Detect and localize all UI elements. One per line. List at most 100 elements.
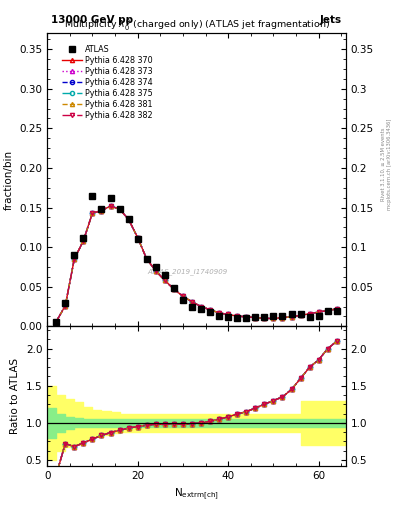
ATLAS [135, 236, 140, 242]
Pythia 6.428 374 [280, 314, 285, 321]
Pythia 6.428 382 [81, 238, 86, 244]
Pythia 6.428 381 [135, 234, 140, 241]
Pythia 6.428 375 [289, 314, 294, 320]
Pythia 6.428 370 [189, 298, 194, 305]
Pythia 6.428 381 [99, 208, 104, 214]
Pythia 6.428 370 [235, 313, 240, 319]
Pythia 6.428 381 [253, 314, 258, 321]
Pythia 6.428 373 [54, 318, 59, 325]
ATLAS [334, 307, 339, 313]
ATLAS [189, 304, 194, 310]
Text: Rivet 3.1.10, ≥ 2.5M events: Rivet 3.1.10, ≥ 2.5M events [381, 127, 386, 201]
Pythia 6.428 374 [171, 286, 176, 292]
Text: mcplots.cern.ch [arXiv:1306.3436]: mcplots.cern.ch [arXiv:1306.3436] [387, 118, 391, 209]
Pythia 6.428 381 [199, 304, 204, 310]
Pythia 6.428 382 [325, 307, 330, 313]
ATLAS [280, 313, 285, 319]
Pythia 6.428 374 [235, 313, 240, 319]
Pythia 6.428 374 [180, 293, 185, 300]
Pythia 6.428 375 [153, 268, 158, 274]
Pythia 6.428 381 [81, 238, 86, 244]
Pythia 6.428 370 [54, 318, 59, 325]
Pythia 6.428 381 [189, 298, 194, 305]
ATLAS [208, 309, 213, 315]
Pythia 6.428 373 [208, 307, 213, 313]
Pythia 6.428 382 [162, 278, 167, 284]
Pythia 6.428 374 [289, 314, 294, 320]
Pythia 6.428 370 [334, 306, 339, 312]
Pythia 6.428 373 [334, 306, 339, 312]
Pythia 6.428 382 [217, 310, 222, 316]
Pythia 6.428 382 [117, 206, 122, 212]
ATLAS [307, 314, 312, 320]
Pythia 6.428 373 [72, 256, 77, 262]
Pythia 6.428 382 [289, 314, 294, 320]
Pythia 6.428 375 [298, 312, 303, 318]
Pythia 6.428 382 [90, 210, 95, 216]
Pythia 6.428 373 [135, 234, 140, 241]
Pythia 6.428 381 [325, 307, 330, 313]
Pythia 6.428 373 [153, 268, 158, 274]
Pythia 6.428 382 [135, 234, 140, 241]
Pythia 6.428 381 [289, 314, 294, 320]
Pythia 6.428 370 [298, 312, 303, 318]
Pythia 6.428 375 [171, 286, 176, 292]
Pythia 6.428 373 [271, 315, 276, 322]
Pythia 6.428 373 [81, 238, 86, 244]
ATLAS [180, 297, 185, 303]
ATLAS [235, 314, 240, 321]
Pythia 6.428 375 [126, 217, 131, 223]
Pythia 6.428 370 [90, 210, 95, 216]
ATLAS [144, 256, 149, 262]
Pythia 6.428 373 [253, 314, 258, 321]
Pythia 6.428 373 [235, 313, 240, 319]
ATLAS [72, 252, 77, 258]
Pythia 6.428 375 [162, 278, 167, 284]
Pythia 6.428 374 [135, 234, 140, 241]
Pythia 6.428 381 [153, 268, 158, 274]
Pythia 6.428 373 [144, 256, 149, 262]
Pythia 6.428 373 [325, 307, 330, 313]
Pythia 6.428 382 [63, 303, 68, 309]
Pythia 6.428 375 [180, 293, 185, 300]
Pythia 6.428 381 [217, 310, 222, 316]
Pythia 6.428 370 [72, 256, 77, 262]
Pythia 6.428 374 [144, 256, 149, 262]
Pythia 6.428 373 [244, 314, 249, 320]
Text: Jets: Jets [320, 14, 342, 25]
Line: Pythia 6.428 381: Pythia 6.428 381 [54, 204, 339, 324]
Pythia 6.428 373 [280, 314, 285, 321]
Pythia 6.428 381 [298, 312, 303, 318]
Pythia 6.428 381 [271, 315, 276, 322]
ATLAS [289, 311, 294, 317]
Pythia 6.428 370 [217, 310, 222, 316]
Pythia 6.428 382 [298, 312, 303, 318]
Pythia 6.428 374 [262, 315, 267, 322]
Pythia 6.428 375 [253, 314, 258, 321]
Pythia 6.428 375 [334, 306, 339, 312]
Pythia 6.428 375 [307, 311, 312, 317]
Pythia 6.428 374 [189, 298, 194, 305]
Pythia 6.428 374 [72, 256, 77, 262]
Pythia 6.428 382 [280, 314, 285, 321]
Pythia 6.428 381 [63, 303, 68, 309]
Pythia 6.428 382 [307, 311, 312, 317]
Pythia 6.428 373 [307, 311, 312, 317]
Pythia 6.428 370 [117, 206, 122, 212]
Pythia 6.428 370 [171, 286, 176, 292]
Pythia 6.428 370 [126, 217, 131, 223]
Pythia 6.428 381 [90, 210, 95, 216]
Pythia 6.428 382 [253, 314, 258, 321]
Pythia 6.428 370 [325, 307, 330, 313]
Pythia 6.428 375 [72, 256, 77, 262]
Pythia 6.428 382 [244, 314, 249, 320]
Pythia 6.428 382 [153, 268, 158, 274]
Pythia 6.428 381 [108, 203, 113, 209]
Pythia 6.428 373 [171, 286, 176, 292]
Pythia 6.428 375 [226, 311, 231, 317]
ATLAS [262, 314, 267, 320]
ATLAS [316, 313, 321, 319]
Pythia 6.428 381 [117, 206, 122, 212]
X-axis label: N$_{\mathsf{extrm[ch]}}$: N$_{\mathsf{extrm[ch]}}$ [174, 486, 219, 502]
Pythia 6.428 374 [307, 311, 312, 317]
